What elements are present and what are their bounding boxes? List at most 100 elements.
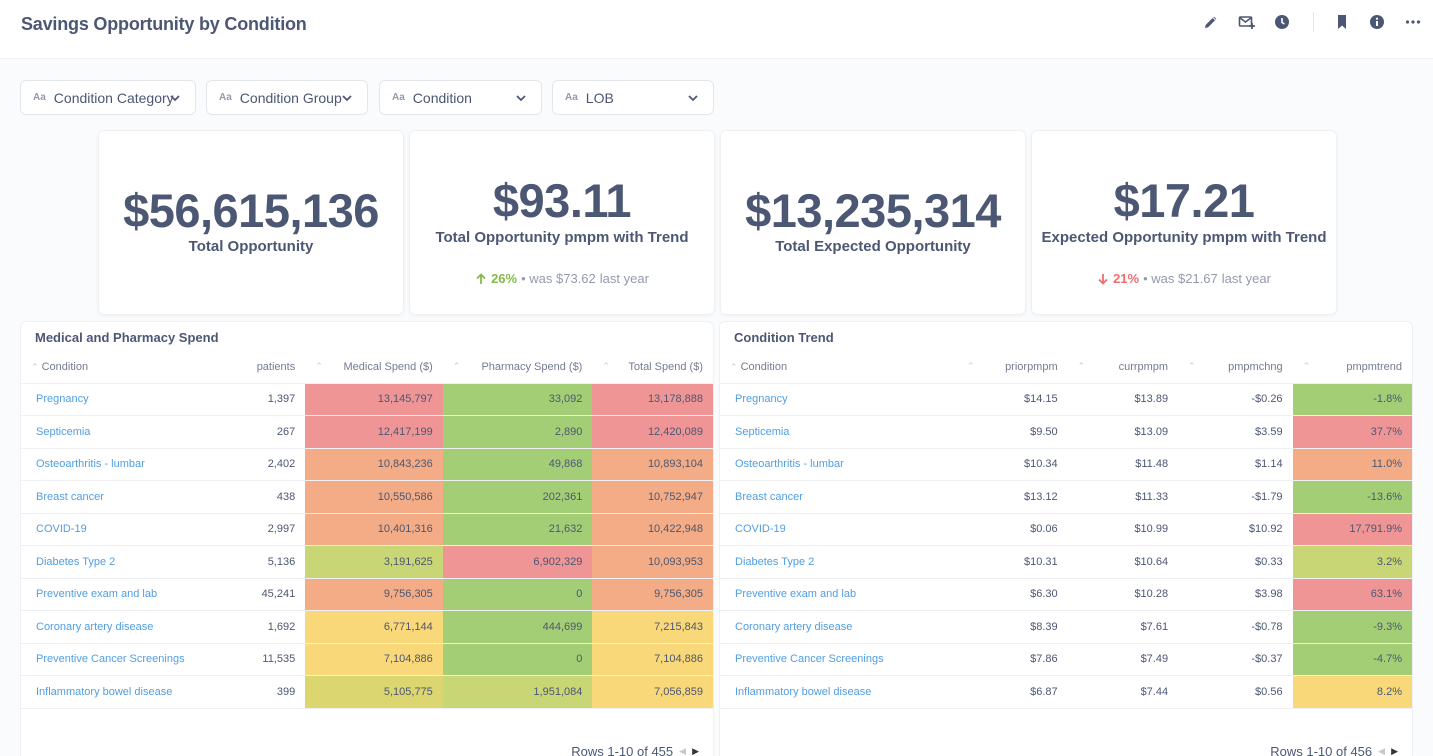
pharmacy-spend-cell: 33,092 [442, 383, 593, 416]
condition-link[interactable]: Breast cancer [720, 480, 958, 514]
priorpmpm-cell: $9.50 [957, 415, 1068, 449]
kpi-total-opportunity[interactable]: $56,615,136 Total Opportunity [98, 130, 404, 315]
history-icon[interactable] [1273, 13, 1291, 31]
pharmacy-spend-cell: 21,632 [442, 513, 593, 546]
condition-link[interactable]: Septicemia [720, 415, 958, 449]
pharmacy-spend-cell: 202,361 [442, 480, 593, 514]
condition-link[interactable]: Preventive Cancer Screenings [21, 643, 223, 676]
column-header-priorpmpm[interactable]: ⌃ priorpmpm [957, 352, 1068, 384]
pmpmchng-cell: $10.92 [1178, 513, 1293, 546]
condition-link[interactable]: Breast cancer [21, 480, 223, 514]
table-row: COVID-19 $0.06 $10.99 $10.92 17,791.9% [720, 513, 1412, 546]
condition-link[interactable]: Diabetes Type 2 [21, 545, 223, 579]
previous-page-icon[interactable]: ◀ [1378, 745, 1386, 756]
currpmpm-cell: $7.49 [1067, 643, 1179, 676]
pmpmchng-cell: -$0.26 [1178, 383, 1293, 416]
arrow-up-icon [476, 272, 486, 284]
pmpmtrend-cell: -9.3% [1292, 610, 1412, 644]
column-header-medical-spend[interactable]: ⌃ Medical Spend ($) [305, 352, 443, 384]
total-spend-cell: 12,420,089 [592, 415, 713, 449]
priorpmpm-cell: $14.15 [957, 383, 1068, 416]
condition-link[interactable]: Coronary artery disease [21, 610, 223, 644]
currpmpm-cell: $10.28 [1067, 578, 1179, 611]
pmpmtrend-cell: 3.2% [1292, 545, 1412, 579]
filter-condition-group[interactable]: Aa Condition Group [206, 80, 368, 115]
pagination-label: Rows 1-10 of 456 [1270, 743, 1373, 756]
priorpmpm-cell: $6.30 [957, 578, 1068, 611]
column-header-pharmacy-spend[interactable]: ⌃ Pharmacy Spend ($) [442, 352, 593, 384]
total-spend-cell: 9,756,305 [592, 578, 713, 611]
condition-link[interactable]: COVID-19 [720, 513, 958, 546]
column-header-currpmpm[interactable]: ⌃ currpmpm [1067, 352, 1179, 384]
pagination-label: Rows 1-10 of 455 [571, 743, 674, 756]
patients-cell: 438 [222, 480, 306, 514]
table-header-row: ⌃ Condition patients ⌃ Medical Spend ($) … [21, 352, 713, 384]
column-header-pmpmchng[interactable]: ⌃ pmpmchng [1178, 352, 1293, 384]
table-row: Breast cancer $13.12 $11.33 -$1.79 -13.6% [720, 480, 1412, 514]
table-row: Pregnancy 1,397 13,145,797 33,092 13,178,888 [21, 383, 713, 416]
column-header-condition[interactable]: ⌃ Condition [720, 352, 958, 384]
medical-pharmacy-spend-card: Medical and Pharmacy Spend ⌃ Condition p… [20, 321, 714, 756]
kpi-label: Expected Opportunity pmpm with Trend [1041, 229, 1327, 246]
card-title: Condition Trend [734, 330, 834, 345]
column-header-pmpmtrend[interactable]: ⌃ pmpmtrend [1292, 352, 1412, 384]
pmpmtrend-cell: 11.0% [1292, 448, 1412, 481]
total-spend-cell: 10,422,948 [592, 513, 713, 546]
column-header-total-spend[interactable]: ⌃ Total Spend ($) [592, 352, 713, 384]
next-page-icon[interactable]: ▶ [692, 745, 699, 756]
trend-previous-value: • was $73.62 [521, 271, 596, 286]
condition-link[interactable]: Osteoarthritis - lumbar [720, 448, 958, 481]
kpi-value: $13,235,314 [745, 184, 1001, 237]
kpi-label: Total Opportunity pmpm with Trend [435, 229, 689, 246]
filter-condition[interactable]: Aa Condition [379, 80, 542, 115]
kpi-total-expected-opportunity[interactable]: $13,235,314 Total Expected Opportunity [720, 130, 1026, 315]
column-header-condition[interactable]: ⌃ Condition [21, 352, 223, 384]
text-type-icon: Aa [219, 92, 232, 103]
pmpmtrend-cell: 17,791.9% [1292, 513, 1412, 546]
medical-spend-cell: 7,104,886 [305, 643, 443, 676]
pmpmtrend-cell: -4.7% [1292, 643, 1412, 676]
kpi-trend: 21% • was $21.67 last year [1032, 271, 1336, 286]
more-icon[interactable] [1404, 13, 1422, 31]
condition-link[interactable]: Diabetes Type 2 [720, 545, 958, 579]
kpi-expected-opportunity-pmpm[interactable]: $17.21 Expected Opportunity pmpm with Tr… [1031, 130, 1337, 315]
kpi-total-opportunity-pmpm[interactable]: $93.11 Total Opportunity pmpm with Trend… [409, 130, 715, 315]
pencil-icon[interactable] [1202, 13, 1220, 31]
chevron-down-icon [342, 95, 352, 102]
condition-link[interactable]: Osteoarthritis - lumbar [21, 448, 223, 481]
column-header-patients[interactable]: patients [222, 352, 306, 384]
pagination: Rows 1-10 of 456 ◀ ▶ [1270, 736, 1398, 756]
subscribe-icon[interactable] [1237, 13, 1255, 31]
condition-link[interactable]: Pregnancy [720, 383, 958, 416]
kpi-value: $17.21 [1113, 174, 1255, 227]
pharmacy-spend-cell: 0 [442, 643, 593, 676]
page-title: Savings Opportunity by Condition [21, 14, 307, 34]
condition-link[interactable]: Preventive exam and lab [720, 578, 958, 611]
previous-page-icon[interactable]: ◀ [679, 745, 687, 756]
currpmpm-cell: $10.99 [1067, 513, 1179, 546]
info-icon[interactable] [1368, 13, 1386, 31]
patients-cell: 267 [222, 415, 306, 449]
condition-link[interactable]: Coronary artery disease [720, 610, 958, 644]
spend-table: ⌃ Condition patients ⌃ Medical Spend ($) … [21, 352, 713, 709]
condition-link[interactable]: Preventive exam and lab [21, 578, 223, 611]
condition-link[interactable]: Preventive Cancer Screenings [720, 643, 958, 676]
filter-condition-category[interactable]: Aa Condition Category [20, 80, 196, 115]
kpi-label: Total Expected Opportunity [775, 238, 971, 255]
table-row: COVID-19 2,997 10,401,316 21,632 10,422,948 [21, 513, 713, 546]
condition-link[interactable]: Septicemia [21, 415, 223, 449]
chevron-down-icon [516, 95, 526, 102]
next-page-icon[interactable]: ▶ [1391, 745, 1398, 756]
medical-spend-cell: 10,550,586 [305, 480, 443, 514]
condition-link[interactable]: Inflammatory bowel disease [21, 675, 223, 709]
condition-link[interactable]: COVID-19 [21, 513, 223, 546]
bookmark-icon[interactable] [1333, 13, 1351, 31]
filter-lob[interactable]: Aa LOB [552, 80, 714, 115]
trend-percent: 21% [1113, 271, 1140, 286]
trend-period: last year [1221, 271, 1271, 286]
table-row: Inflammatory bowel disease 399 5,105,775 1,… [21, 675, 713, 709]
currpmpm-cell: $7.44 [1067, 675, 1179, 709]
pharmacy-spend-cell: 49,868 [442, 448, 593, 481]
condition-link[interactable]: Pregnancy [21, 383, 223, 416]
condition-link[interactable]: Inflammatory bowel disease [720, 675, 958, 709]
